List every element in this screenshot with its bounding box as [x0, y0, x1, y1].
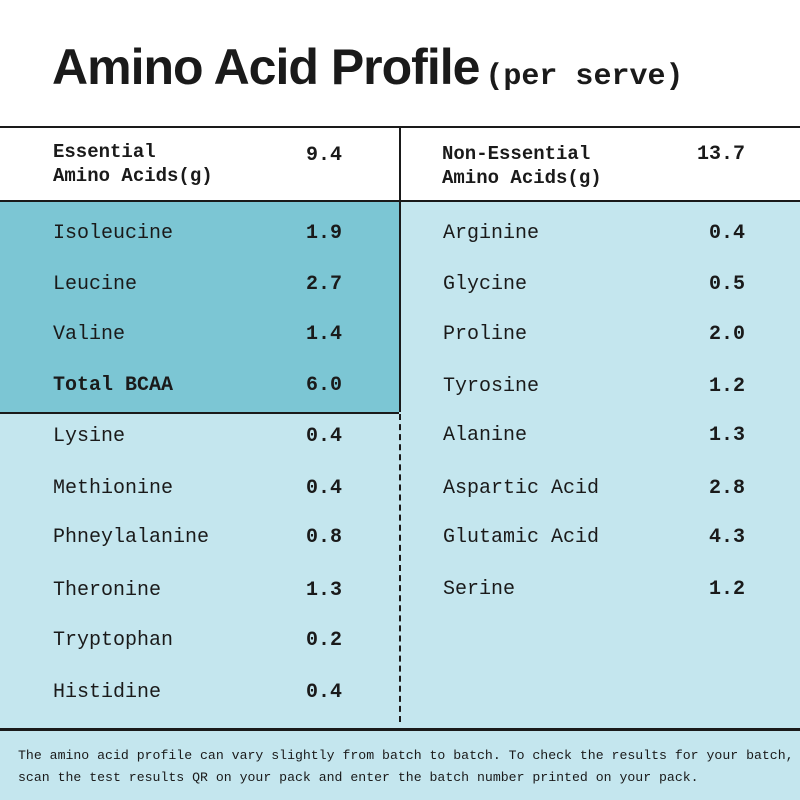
table-row: Leucine 2.7: [53, 269, 413, 299]
table-row: Alanine 1.3: [443, 420, 800, 450]
amino-acid-name: Aspartic Acid: [443, 476, 600, 500]
amino-acid-name: Serine: [443, 577, 516, 601]
non-essential-total: 13.7: [697, 143, 746, 166]
footer-note: The amino acid profile can vary slightly…: [18, 748, 794, 785]
divider-bottom: [0, 728, 800, 731]
amino-acid-name: Lysine: [53, 424, 126, 448]
essential-total: 9.4: [306, 144, 343, 167]
table-row: Aspartic Acid 2.8: [443, 473, 800, 503]
non-essential-header-line1: Non-Essential: [442, 143, 591, 165]
amino-acid-name: Valine: [53, 322, 126, 346]
amino-acid-name: Isoleucine: [53, 221, 174, 245]
table-row: Histidine 0.4: [53, 677, 413, 707]
divider-vertical-dashed: [399, 414, 401, 722]
table-row: Phneylalanine 0.8: [53, 522, 413, 552]
bcaa-highlight: [0, 202, 399, 414]
amino-acid-name: Methionine: [53, 476, 174, 500]
amino-acid-value: 0.4: [306, 476, 343, 500]
amino-acid-value: 0.8: [306, 525, 343, 549]
table-row: Methionine 0.4: [53, 473, 413, 503]
page-title: Amino Acid Profile (per serve): [52, 38, 683, 96]
amino-acid-value: 2.8: [709, 476, 746, 500]
title-sub: (per serve): [485, 60, 684, 94]
amino-acid-value: 0.2: [306, 628, 343, 652]
table-row: Glycine 0.5: [443, 269, 800, 299]
amino-acid-value: 1.9: [306, 221, 343, 245]
amino-acid-value: 1.3: [709, 423, 746, 447]
amino-acid-value: 0.4: [306, 680, 343, 704]
amino-acid-name: Arginine: [443, 221, 540, 245]
table-row: Valine 1.4: [53, 319, 413, 349]
table-row: Tyrosine 1.2: [443, 371, 800, 401]
non-essential-header-line2: Amino Acids(g): [442, 167, 602, 189]
amino-acid-value: 1.3: [306, 578, 343, 602]
amino-acid-value: 4.3: [709, 525, 746, 549]
table-row: Theronine 1.3: [53, 575, 413, 605]
amino-acid-value: 1.2: [709, 577, 746, 601]
amino-acid-name: Glycine: [443, 272, 528, 296]
essential-header-line1: Essential: [53, 141, 156, 163]
table-row: Isoleucine 1.9: [53, 218, 413, 248]
amino-acid-name: Tyrosine: [443, 374, 540, 398]
amino-acid-value: 0.5: [709, 272, 746, 296]
essential-header-line2: Amino Acids(g): [53, 165, 213, 187]
table-row: Lysine 0.4: [53, 421, 413, 451]
amino-acid-name: Leucine: [53, 272, 138, 296]
amino-acid-name: Proline: [443, 322, 528, 346]
amino-acid-value: 2.0: [709, 322, 746, 346]
table-row: Tryptophan 0.2: [53, 625, 413, 655]
amino-acid-value: 0.4: [306, 424, 343, 448]
footer: The amino acid profile can vary slightly…: [0, 731, 800, 800]
amino-acid-name: Alanine: [443, 423, 528, 447]
amino-acid-value: 2.7: [306, 272, 343, 296]
amino-acid-value: 1.4: [306, 322, 343, 346]
table-row: Proline 2.0: [443, 319, 800, 349]
amino-acid-name: Phneylalanine: [53, 525, 210, 549]
amino-acid-name: Tryptophan: [53, 628, 174, 652]
amino-acid-value: 6.0: [306, 373, 343, 397]
amino-acid-name: Histidine: [53, 680, 162, 704]
amino-acid-name: Glutamic Acid: [443, 525, 600, 549]
divider-vertical: [399, 127, 401, 412]
table-row: Arginine 0.4: [443, 218, 800, 248]
amino-acid-value: 0.4: [709, 221, 746, 245]
amino-acid-name: Theronine: [53, 578, 162, 602]
table-row: Serine 1.2: [443, 574, 800, 604]
amino-acid-name: Total BCAA: [53, 373, 174, 397]
amino-acid-value: 1.2: [709, 374, 746, 398]
table-row: Total BCAA 6.0: [53, 370, 413, 400]
table-row: Glutamic Acid 4.3: [443, 522, 800, 552]
non-essential-header: Non-Essential Amino Acids(g): [442, 142, 602, 190]
essential-header: Essential Amino Acids(g): [53, 140, 213, 188]
title-main: Amino Acid Profile: [52, 39, 480, 95]
